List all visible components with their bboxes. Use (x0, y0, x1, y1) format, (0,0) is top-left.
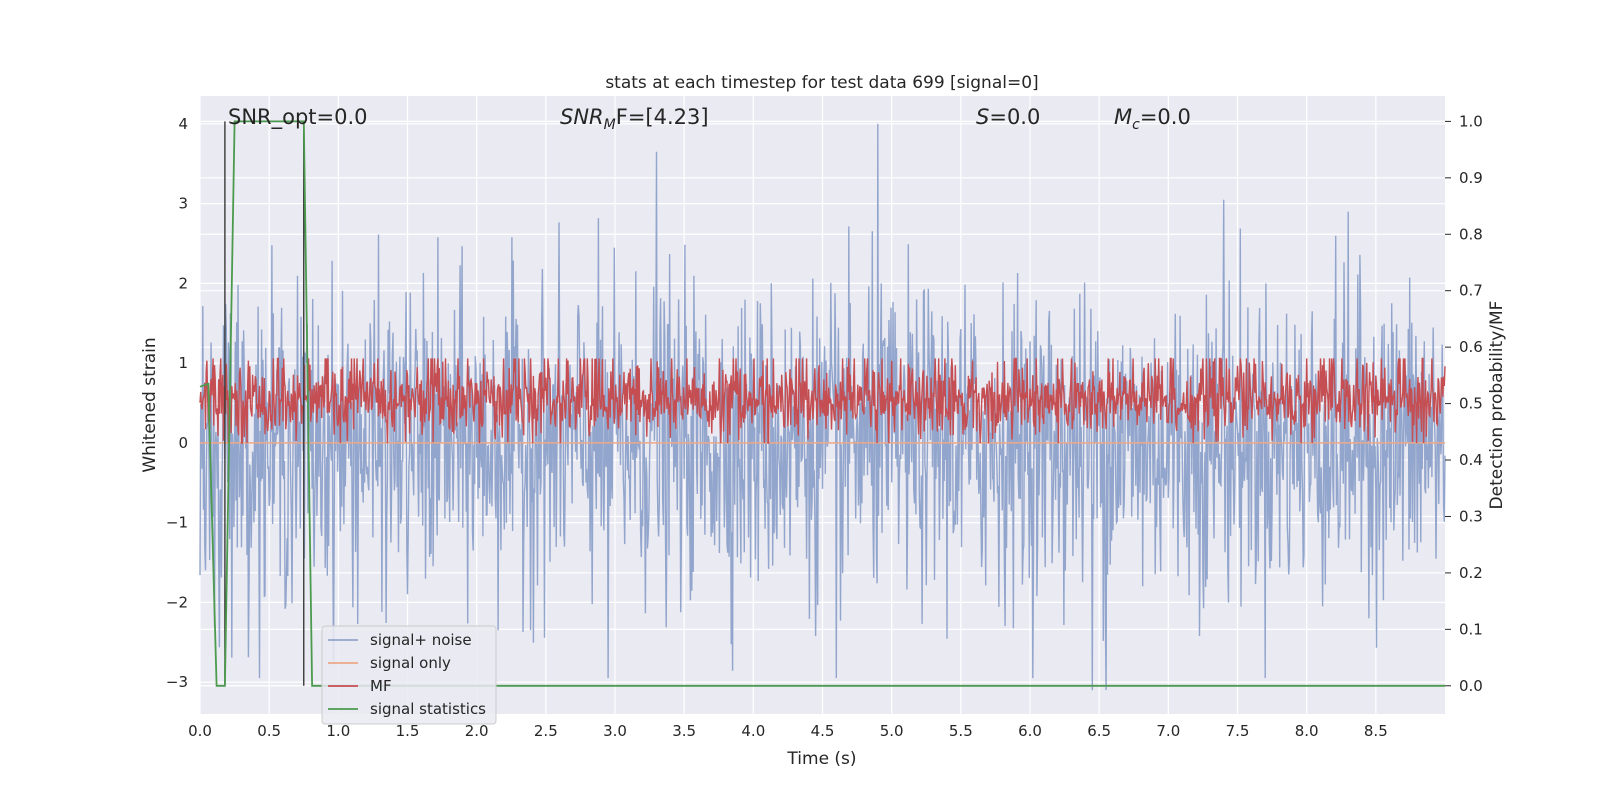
x-tick-label: 7.5 (1226, 722, 1250, 740)
legend-item-signal-only: signal only (328, 654, 451, 672)
series-signal-statistics (199, 120, 1445, 687)
series-mf (199, 357, 1446, 444)
y2-tick-label: 0.7 (1459, 282, 1483, 300)
x-tick-label: 6.0 (1018, 722, 1042, 740)
annotation-s-main: S (976, 105, 989, 129)
y2-tick-label: 0.4 (1459, 451, 1483, 469)
y-tick-labels: −3 −2 −1 0 1 2 3 4 (166, 115, 188, 691)
legend-item-mf: MF (328, 677, 392, 695)
y2-tick-label: 0.9 (1459, 169, 1483, 187)
y2-tick-label: 0.6 (1459, 338, 1483, 356)
x-tick-label: 5.5 (949, 722, 973, 740)
annotations: SNR_opt=0.0 SNRMF=[4.23] S=0.0 Mc=0.0 (228, 105, 1191, 133)
series-signal-noise (199, 123, 1446, 691)
y-tick-label: 3 (178, 195, 188, 213)
y2-tick-label: 0.5 (1459, 395, 1483, 413)
legend-label-signal-noise: signal+ noise (370, 631, 472, 649)
annotation-mc-sub: c (1132, 117, 1140, 133)
legend-item-signal-statistics: signal statistics (328, 700, 486, 718)
annotation-snr-mf-main: SNR (560, 105, 604, 129)
legend-label-signal-statistics: signal statistics (370, 700, 486, 718)
y2-tick-labels: 0.0 0.1 0.2 0.3 0.4 0.5 0.6 0.7 0.8 0.9 1.0 (1445, 112, 1483, 695)
y-tick-label: −3 (166, 673, 188, 691)
x-tick-label: 6.5 (1087, 722, 1111, 740)
x-tick-label: 0.5 (257, 722, 281, 740)
y2-tick-label: 0.0 (1459, 677, 1483, 695)
annotation-snr-mf-rest: F=[4.23] (616, 105, 709, 129)
annotation-snr-mf: SNRMF=[4.23] (560, 105, 709, 133)
y2-tick-label: 0.2 (1459, 564, 1483, 582)
x-axis-label: Time (s) (786, 749, 856, 769)
annotation-snr-mf-sub: M (604, 117, 616, 133)
annotation-snr-opt: SNR_opt=0.0 (228, 105, 368, 130)
x-tick-label: 1.5 (396, 722, 420, 740)
y2-tick-label: 1.0 (1459, 112, 1483, 130)
x-tick-label: 2.0 (465, 722, 489, 740)
legend-label-signal-only: signal only (370, 654, 451, 672)
legend-item-signal-noise: signal+ noise (328, 631, 472, 649)
legend-box (321, 625, 497, 725)
legend-label-mf: MF (370, 677, 392, 695)
y-axis-label: Whitened strain (140, 337, 160, 472)
x-tick-label: 5.0 (880, 722, 904, 740)
annotation-mc-main: M (1114, 105, 1132, 129)
y-tick-label: −1 (166, 514, 188, 532)
y2-axis-label: Detection probability/MF (1487, 301, 1507, 510)
y-tick-label: 2 (178, 274, 188, 292)
y2-tick-label: 0.1 (1459, 620, 1483, 638)
y2-tick-label: 0.3 (1459, 507, 1483, 525)
x-tick-label: 3.5 (672, 722, 696, 740)
chart-title: stats at each timestep for test data 699… (605, 73, 1038, 93)
annotation-s-rest: =0.0 (989, 105, 1040, 129)
annotation-mc: Mc=0.0 (1114, 105, 1191, 133)
y-tick-label: 4 (178, 115, 188, 133)
y-tick-label: 1 (178, 354, 188, 372)
x-tick-label: 2.5 (534, 722, 558, 740)
x-tick-label: 4.0 (741, 722, 765, 740)
annotation-s: S=0.0 (976, 105, 1040, 129)
y-tick-label: −2 (166, 593, 188, 611)
x-tick-label: 7.0 (1156, 722, 1180, 740)
x-tick-label: 8.0 (1295, 722, 1319, 740)
annotation-mc-rest: =0.0 (1140, 105, 1191, 129)
x-tick-label: 4.5 (811, 722, 835, 740)
x-tick-label: 3.0 (603, 722, 627, 740)
y2-tick-label: 0.8 (1459, 225, 1483, 243)
legend: signal+ noise signal only MF signal stat… (321, 625, 497, 725)
x-tick-label: 1.0 (326, 722, 350, 740)
y-tick-label: 0 (178, 434, 188, 452)
x-tick-labels: 0.0 0.5 1.0 1.5 2.0 2.5 3.0 3.5 4.0 4.5 5.0 5.5 6.0 6… (188, 722, 1388, 740)
x-tick-label: 8.5 (1364, 722, 1388, 740)
x-tick-label: 0.0 (188, 722, 212, 740)
series-layer (199, 120, 1446, 691)
